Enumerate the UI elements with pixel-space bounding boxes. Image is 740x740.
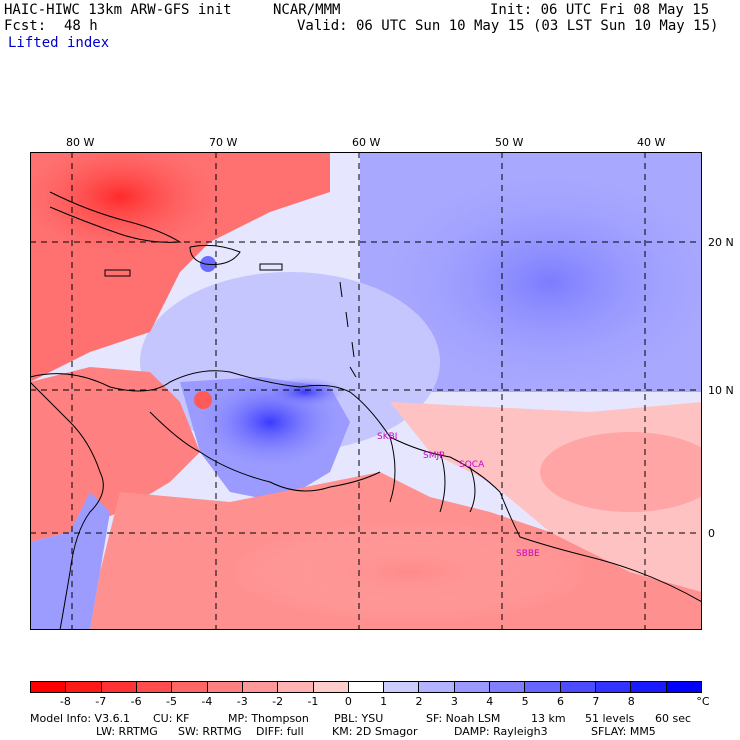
diffusion-setting: DIFF: full xyxy=(256,725,304,738)
amazon-red-core xyxy=(230,522,590,622)
cuba-coastline xyxy=(49,191,182,243)
station-label: SKBI xyxy=(377,432,398,442)
lon-label: 70 W xyxy=(209,136,238,149)
time-step: 60 sec xyxy=(655,712,692,725)
km-setting: KM: 2D Smagor xyxy=(332,725,418,738)
shortwave-scheme: SW: RRTMG xyxy=(178,725,242,738)
colorbar-swatch xyxy=(418,682,454,692)
colorbar-tick-label: 3 xyxy=(450,695,458,708)
colorbar-swatch xyxy=(135,682,172,692)
colorbar-tick-label: 6 xyxy=(557,695,565,708)
forecast-hour: 48 h xyxy=(64,18,98,34)
puerto-rico-coastline xyxy=(259,263,283,271)
hispaniola-coastline xyxy=(189,244,241,265)
colorbar-swatch xyxy=(206,682,242,692)
jamaica-coastline xyxy=(104,269,131,277)
init-time: Init: 06 UTC Fri 08 May 15 xyxy=(490,2,710,18)
colorbar-tick-label: -6 xyxy=(130,695,142,708)
colorbar xyxy=(30,681,702,693)
colorbar-tick-label: -7 xyxy=(95,695,107,708)
central-america-coastline xyxy=(30,381,104,630)
colorbar-tick-label: -8 xyxy=(59,695,71,708)
field-name: Lifted index xyxy=(8,35,110,51)
colorbar-swatch xyxy=(559,682,595,692)
colorbar-tick-label: 0 xyxy=(344,695,352,708)
lon-label: 60 W xyxy=(352,136,381,149)
vertical-levels: 51 levels xyxy=(585,712,635,725)
colorbar-swatch xyxy=(489,682,525,692)
colorbar-swatch xyxy=(277,682,313,692)
cuba-red-core xyxy=(30,152,215,252)
colorbar-tick-label: -5 xyxy=(165,695,177,708)
colorbar-swatch xyxy=(171,682,207,692)
lon-label: 80 W xyxy=(66,136,95,149)
colorbar-swatch xyxy=(595,682,631,692)
colorbar-swatch xyxy=(453,682,490,692)
valid-time: Valid: 06 UTC Sun 10 May 15 (03 LST Sun … xyxy=(297,18,719,34)
model-info: Model Info: V3.6.1 xyxy=(30,712,131,725)
damping-setting: DAMP: Rayleigh3 xyxy=(454,725,548,738)
colorbar-swatch xyxy=(100,682,136,692)
station-label: SOCA xyxy=(459,460,485,470)
grid-spacing: 13 km xyxy=(531,712,566,725)
surface-scheme: SF: Noah LSM xyxy=(426,712,501,725)
colorbar-swatch xyxy=(665,682,701,692)
colorbar-tick-label: 8 xyxy=(627,695,635,708)
colorbar-tick-label: -2 xyxy=(272,695,284,708)
pbl-scheme: PBL: YSU xyxy=(334,712,384,725)
colorbar-swatch xyxy=(630,682,666,692)
forecast-label: Fcst: xyxy=(4,18,47,34)
pacific-blue-strip xyxy=(30,492,110,630)
south-america-coastline xyxy=(30,370,702,603)
colorbar-swatch xyxy=(31,682,66,692)
model-title: HAIC-HIWC 13km ARW-GFS init xyxy=(4,2,232,18)
colorbar-tick-label: 4 xyxy=(486,695,494,708)
station-label: SMJP xyxy=(423,451,445,461)
station-label: SBBE xyxy=(516,549,540,559)
lifted-index-map xyxy=(30,152,702,630)
lat-label: 20 N xyxy=(708,236,734,249)
colorbar-swatch xyxy=(347,682,384,692)
colorbar-swatch xyxy=(241,682,278,692)
lon-label: 40 W xyxy=(637,136,666,149)
cumulus-scheme: CU: KF xyxy=(153,712,190,725)
longwave-scheme: LW: RRTMG xyxy=(96,725,158,738)
colorbar-swatch xyxy=(524,682,560,692)
lat-label: 0 xyxy=(708,527,715,540)
colorbar-unit: °C xyxy=(696,695,710,708)
surface-layer-setting: SFLAY: MM5 xyxy=(591,725,656,738)
colorbar-tick-label: 2 xyxy=(415,695,423,708)
maracaibo-red-spot xyxy=(194,391,212,409)
org-label: NCAR/MMM xyxy=(273,2,341,18)
map-frame xyxy=(30,152,702,630)
colorbar-tick-label: -1 xyxy=(307,695,319,708)
lesser-antilles xyxy=(339,281,357,378)
colorbar-swatch xyxy=(383,682,419,692)
colorbar-tick-label: 5 xyxy=(521,695,529,708)
lat-label: 10 N xyxy=(708,384,734,397)
orinoco-blue-core xyxy=(265,377,345,407)
colorbar-swatch xyxy=(312,682,348,692)
lon-label: 50 W xyxy=(495,136,524,149)
guianas-border xyxy=(389,436,476,513)
equatorial-pink-core xyxy=(540,432,702,512)
colorbar-tick-label: -4 xyxy=(201,695,213,708)
microphysics-scheme: MP: Thompson xyxy=(228,712,309,725)
colorbar-tick-label: 7 xyxy=(592,695,600,708)
atlantic-stable-core xyxy=(380,172,702,392)
colorbar-tick-label: -3 xyxy=(236,695,248,708)
colorbar-swatch xyxy=(65,682,101,692)
colorbar-tick-label: 1 xyxy=(380,695,388,708)
venezuela-border xyxy=(149,411,381,492)
